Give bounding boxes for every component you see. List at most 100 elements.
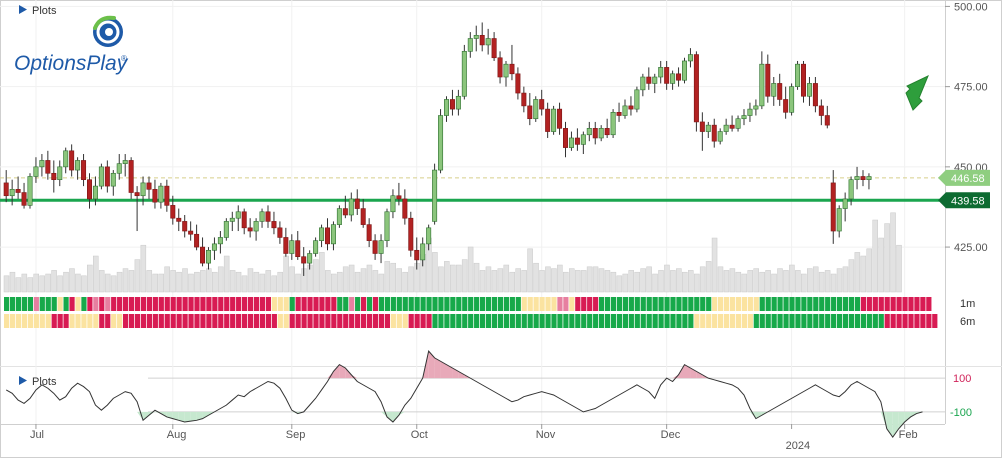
indicator-plots-toggle[interactable]: Plots [19, 376, 57, 388]
candle-down [479, 34, 485, 46]
osc-overbought-fill [351, 374, 358, 379]
band-6m-cell [4, 314, 10, 328]
candle-up [75, 160, 81, 171]
volume-bar [122, 268, 129, 293]
volume-bar [366, 264, 373, 293]
candle-up [229, 217, 235, 222]
volume-bar [830, 273, 837, 293]
band-6m-cell [468, 314, 474, 328]
y-tick-label: 500.00 [954, 1, 988, 13]
volume-bar [98, 270, 105, 293]
band-6m-cell [176, 314, 182, 328]
band-6m-cell [896, 314, 902, 328]
band-6m-cell [438, 314, 444, 328]
volume-bar [521, 270, 527, 293]
candle-down [628, 105, 634, 110]
band-6m-cell [735, 314, 742, 328]
x-tick-label: Dec [661, 429, 681, 441]
candle-up [122, 160, 128, 164]
band-6m-cell [331, 314, 337, 328]
band-1m-cell [842, 297, 849, 311]
candle-up [390, 195, 396, 213]
band-6m-cell [456, 314, 462, 328]
plots-toggle[interactable]: Plots [19, 5, 57, 17]
candle-up [533, 99, 539, 120]
candle-down [818, 105, 824, 116]
band-1m-cell [444, 297, 450, 311]
band-1m-cell [527, 297, 533, 311]
osc-oversold-fill [178, 411, 185, 422]
band-6m-cell [819, 314, 825, 328]
band-1m-cell [610, 297, 617, 311]
volume-bar [658, 270, 664, 293]
band-1m-cell [402, 297, 408, 311]
band-1m-cell [587, 297, 593, 311]
band-6m-cell [914, 314, 920, 328]
band-1m-cell [319, 297, 325, 311]
band-6m-cell [117, 314, 123, 328]
volume-bar [569, 268, 575, 293]
band-6m-cell [569, 314, 575, 328]
oscillator-line [5, 350, 923, 439]
band-6m-cell [640, 314, 646, 328]
candle-up [723, 124, 729, 132]
x-tick-label: Jul [30, 429, 44, 441]
band-1m-cell [152, 297, 158, 311]
candle-up [687, 54, 693, 62]
candle-up [259, 211, 265, 222]
candle-down [81, 160, 87, 180]
band-1m-cell [706, 297, 712, 311]
candle-down [194, 233, 200, 248]
candle-up [384, 211, 390, 241]
candle-up [9, 189, 15, 197]
candle-up [753, 105, 759, 110]
band-6m-cell [384, 314, 390, 328]
candle-down [676, 73, 682, 81]
current-price-tag: 446.58 [938, 169, 990, 186]
band-6m-cell [39, 314, 45, 328]
osc-overbought-fill [446, 364, 453, 379]
band-6m-cell [390, 314, 396, 328]
volume-bar [676, 268, 682, 293]
current-price-label: 446.58 [951, 173, 985, 185]
band-1m-cell [795, 297, 801, 311]
band-6m-cell [789, 314, 795, 328]
volume-bar [527, 248, 533, 293]
band-1m-cell [539, 297, 545, 311]
candle-up [27, 176, 33, 206]
candle-down [830, 182, 836, 232]
volume-bar [557, 264, 563, 293]
band-6m-cell [45, 314, 51, 328]
band-1m-cell [908, 297, 914, 311]
volume-bar [551, 268, 557, 293]
volume-bar [693, 273, 700, 293]
band-6m-cell [527, 314, 533, 328]
candle-down [527, 105, 533, 120]
volume-bar [253, 271, 260, 293]
y-tick-label: 475.00 [954, 82, 988, 94]
band-6m-cell [777, 314, 783, 328]
band-6m-cell [51, 314, 57, 328]
volume-bar [574, 270, 581, 293]
band-1m-cell [69, 297, 75, 311]
band-6m-cell [616, 314, 623, 328]
candle-down [693, 54, 699, 123]
band-1m-cell [652, 297, 658, 311]
band-6m-cell [837, 314, 843, 328]
band-6m-cell [301, 314, 307, 328]
band-6m-cell [343, 314, 349, 328]
band-1m-cell [420, 297, 426, 311]
candle-down [800, 63, 806, 97]
candle-up [211, 243, 217, 251]
band-1m-cell [200, 297, 206, 311]
triangle-right-icon [19, 5, 27, 14]
band-1m-cell [9, 297, 16, 311]
oscillator-lower-level-label: -100 [950, 407, 972, 419]
volume-bar [539, 270, 545, 293]
band-1m-cell [920, 297, 926, 311]
band-1m-cell [533, 297, 539, 311]
band-1m-cell [509, 297, 515, 311]
candle-down [699, 121, 705, 132]
band-1m-cell [87, 297, 93, 311]
volume-bar [212, 271, 218, 293]
